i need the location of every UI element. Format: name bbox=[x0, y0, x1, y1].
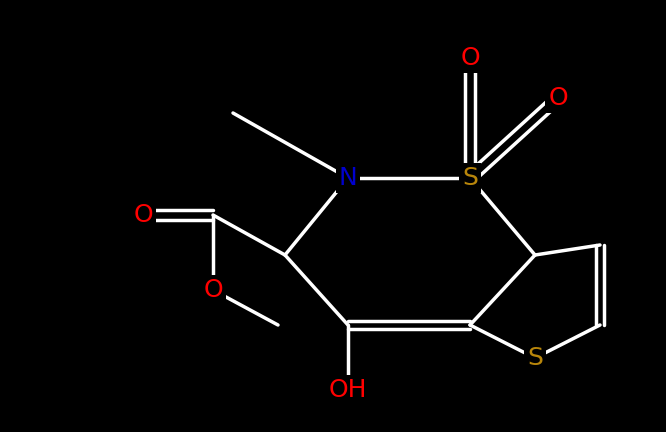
Text: OH: OH bbox=[329, 378, 367, 402]
Text: S: S bbox=[527, 346, 543, 370]
Text: O: O bbox=[548, 86, 568, 110]
Text: O: O bbox=[203, 278, 223, 302]
Text: O: O bbox=[460, 46, 480, 70]
Text: S: S bbox=[462, 166, 478, 190]
Text: O: O bbox=[133, 203, 153, 227]
Text: N: N bbox=[338, 166, 358, 190]
